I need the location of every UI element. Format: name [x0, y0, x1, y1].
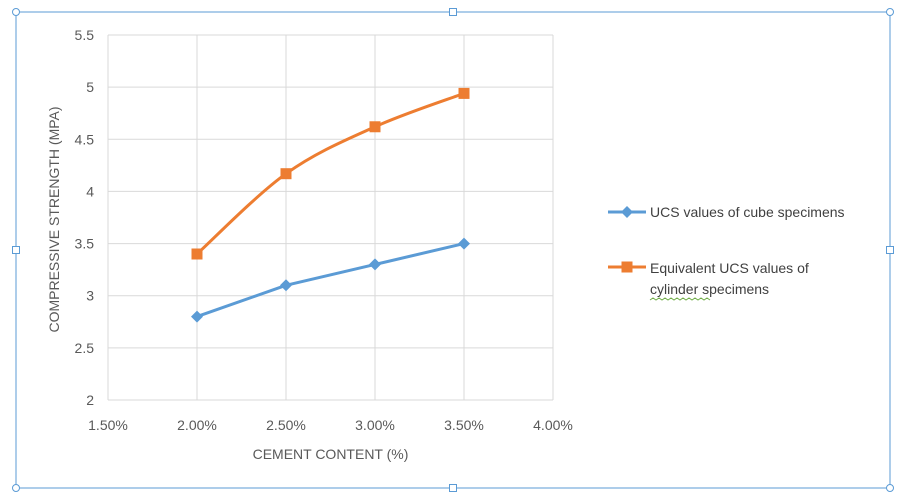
x-axis-title: CEMENT CONTENT (%): [253, 446, 409, 462]
x-tick-label: 2.50%: [266, 417, 306, 433]
x-tick-label: 2.00%: [177, 417, 217, 433]
legend-label-cube: UCS values of cube specimens: [650, 204, 845, 220]
y-axis-ticks: 2 2.5 3 3.5 4 4.5 5 5.5: [75, 27, 95, 408]
resize-handles[interactable]: [12, 8, 894, 492]
resize-handle-icon[interactable]: [12, 484, 20, 492]
series-line-1: [195, 91, 466, 256]
y-tick-label: 4: [86, 183, 94, 199]
resize-handle-icon[interactable]: [12, 8, 20, 16]
series-layer: [191, 87, 470, 323]
x-tick-label: 1.50%: [88, 417, 128, 433]
y-tick-label: 3.5: [75, 236, 95, 252]
x-tick-label: 3.00%: [355, 417, 395, 433]
data-point-square: [369, 121, 381, 133]
data-point-diamond: [458, 237, 470, 250]
legend-item-cube[interactable]: UCS values of cube specimens: [608, 204, 845, 220]
resize-handle-icon[interactable]: [886, 484, 894, 492]
data-point-diamond: [191, 310, 203, 323]
resize-handle-icon[interactable]: [886, 8, 894, 16]
y-tick-label: 4.5: [75, 131, 95, 147]
y-tick-label: 5.5: [75, 27, 95, 43]
x-tick-label: 4.00%: [533, 417, 573, 433]
resize-handle-icon[interactable]: [449, 484, 457, 492]
legend-marker-diamond-icon: [621, 206, 633, 218]
legend-label-cylinder-line1: Equivalent UCS values of: [650, 260, 809, 276]
y-tick-label: 3: [86, 288, 94, 304]
y-tick-label: 2.5: [75, 340, 95, 356]
legend-item-cylinder[interactable]: Equivalent UCS values of cylinder specim…: [608, 260, 809, 301]
legend-label-cylinder-line2: cylinder specimens: [650, 281, 769, 297]
legend-marker-square-icon: [621, 261, 633, 273]
x-axis-ticks: 1.50% 2.00% 2.50% 3.00% 3.50% 4.00%: [88, 417, 573, 433]
legend[interactable]: UCS values of cube specimens Equivalent …: [608, 204, 845, 301]
resize-handle-icon[interactable]: [886, 246, 894, 254]
data-point-square: [191, 248, 203, 260]
data-point-square: [458, 87, 470, 99]
plot-background: [108, 35, 553, 400]
resize-handle-icon[interactable]: [449, 8, 457, 16]
data-point-square: [280, 168, 292, 180]
y-tick-label: 5: [86, 79, 94, 95]
data-point-diamond: [280, 279, 292, 292]
series-line-0: [195, 242, 466, 319]
plot-area: [107, 34, 554, 401]
spellcheck-squiggle-icon: [649, 297, 711, 301]
data-point-diamond: [369, 258, 381, 271]
y-tick-label: 2: [86, 392, 94, 408]
x-tick-label: 3.50%: [444, 417, 484, 433]
y-gridlines: [108, 34, 553, 401]
y-axis-title: COMPRESSIVE STRENGTH (MPA): [46, 106, 62, 332]
resize-handle-icon[interactable]: [12, 246, 20, 254]
